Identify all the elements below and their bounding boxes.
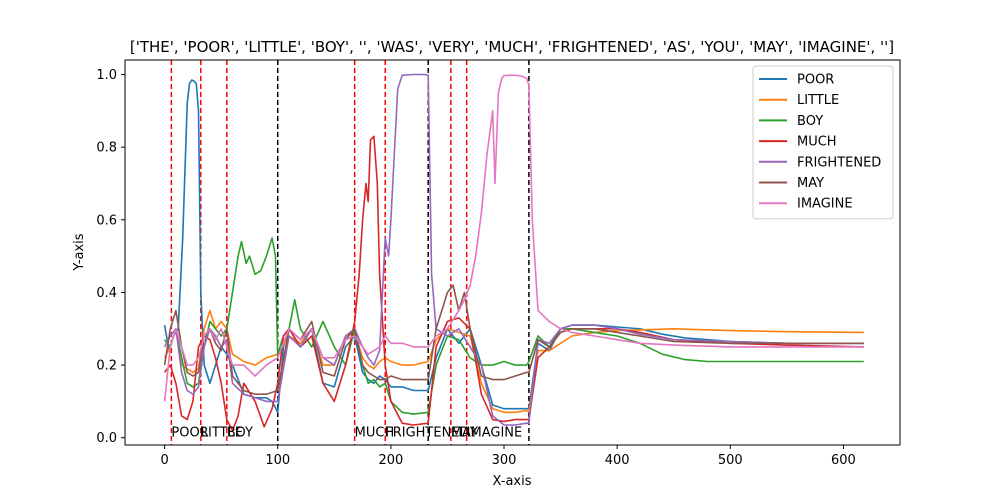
legend-label-imagine: IMAGINE (797, 197, 853, 212)
y-axis-title: Y-axis (72, 233, 87, 271)
legend: POOR LITTLE BOY MUCH FRIGHTENED MAY IMAGINE (752, 65, 894, 220)
word-label-imagine: IMAGINE (467, 426, 523, 441)
series-line-frightened (163, 73, 864, 426)
x-tick-label: 200 (378, 453, 403, 468)
series-line-may (163, 284, 864, 396)
x-axis-ticks: 0 100 200 300 400 500 600 (160, 445, 856, 468)
word-label-poor: POOR (171, 426, 208, 441)
legend-label-boy: BOY (797, 114, 823, 129)
x-tick-label: 0 (160, 453, 168, 468)
legend-box (752, 65, 894, 220)
x-tick-label: 300 (492, 453, 517, 468)
series-line-imagine (163, 74, 864, 402)
plot-frame (124, 59, 901, 446)
x-tick-label: 100 (265, 453, 290, 468)
y-tick-label: 0.4 (96, 286, 117, 301)
series-line-little (163, 309, 864, 414)
y-tick-label: 0.0 (96, 431, 117, 446)
y-tick-label: 0.8 (96, 141, 117, 156)
y-axis-ticks: 0.0 0.2 0.4 0.6 0.8 1.0 (96, 68, 125, 446)
x-tick-label: 400 (605, 453, 630, 468)
x-axis-title: X-axis (493, 474, 532, 489)
series-line-much (163, 135, 864, 432)
legend-label-much: MUCH (797, 135, 837, 150)
legend-label-poor: POOR (797, 73, 834, 88)
word-label-may: MAY (451, 426, 478, 441)
x-tick-label: 500 (718, 453, 743, 468)
legend-label-frightened: FRIGHTENED (797, 155, 881, 170)
word-label-frightened: FRIGHTENED (385, 426, 469, 441)
y-tick-label: 0.2 (96, 359, 117, 374)
word-label-little: LITTLE (201, 426, 243, 441)
y-tick-label: 1.0 (96, 68, 117, 83)
x-tick-label: 600 (831, 453, 856, 468)
word-label-boy: BOY (227, 426, 253, 441)
word-label-much: MUCH (355, 426, 395, 441)
series-lines (163, 73, 864, 432)
y-tick-label: 0.6 (96, 213, 117, 228)
legend-label-little: LITTLE (797, 93, 839, 108)
chart-title: ['THE', 'POOR', 'LITTLE', 'BOY', '', 'WA… (130, 38, 894, 56)
legend-label-may: MAY (797, 176, 824, 191)
